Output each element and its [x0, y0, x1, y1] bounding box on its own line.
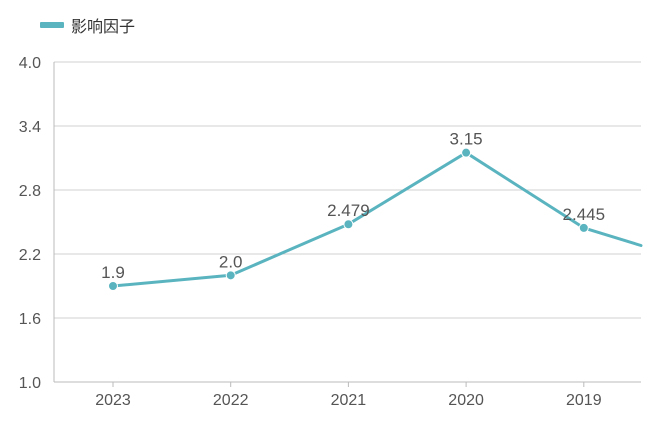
x-tick-label-2021: 2021 — [331, 392, 367, 409]
data-points — [108, 147, 589, 291]
y-tick-label: 3.4 — [19, 119, 41, 136]
x-tick-label-2020: 2020 — [448, 392, 484, 409]
data-label-2022: 2.0 — [219, 252, 243, 271]
data-point-2023[interactable] — [108, 281, 118, 291]
x-tick-label-2019: 2019 — [566, 392, 602, 409]
legend-label-impact-factor: 影响因子 — [71, 17, 135, 36]
x-tick-label-2022: 2022 — [213, 392, 249, 409]
legend[interactable]: 影响因子 — [40, 17, 135, 36]
data-point-2021[interactable] — [343, 219, 354, 230]
data-point-2020[interactable] — [461, 147, 472, 158]
data-label-2020: 3.15 — [450, 130, 483, 149]
y-tick-label: 2.8 — [19, 183, 41, 200]
data-label-2021: 2.479 — [327, 201, 370, 220]
data-point-2019[interactable] — [578, 222, 589, 233]
data-point-2022[interactable] — [225, 270, 236, 281]
legend-swatch — [40, 22, 64, 28]
y-tick-label: 2.2 — [19, 247, 41, 264]
x-axis-tick-labels: 2023 2022 2021 2020 2019 — [95, 392, 601, 409]
data-label-2023: 1.9 — [101, 263, 125, 282]
data-label-2019: 2.445 — [563, 205, 606, 224]
y-tick-label: 1.6 — [19, 311, 41, 328]
y-tick-label: 1.0 — [19, 375, 41, 392]
grid-lines — [54, 61, 641, 319]
x-tick-label-2023: 2023 — [95, 392, 131, 409]
y-tick-label: 4.0 — [19, 55, 41, 72]
series-impact-factor — [111, 151, 643, 288]
data-labels: 1.9 2.0 2.479 3.15 2.445 — [101, 130, 605, 282]
series-line — [111, 151, 643, 288]
y-axis-tick-labels: 1.0 1.6 2.2 2.8 3.4 4.0 — [19, 55, 41, 392]
axes — [53, 62, 641, 387]
